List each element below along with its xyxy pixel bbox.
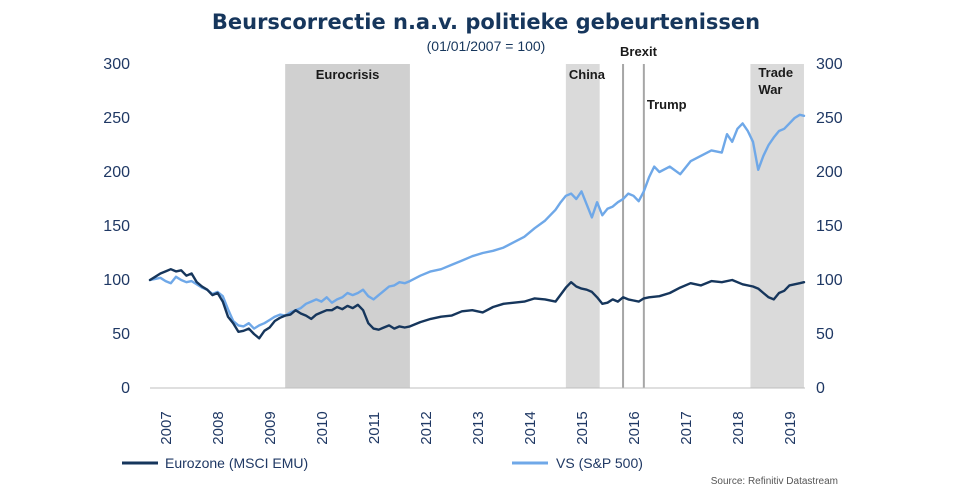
y-tick-left: 300: [103, 56, 130, 73]
series-line-eurozone: [148, 268, 806, 340]
chart-title: Beurscorrectie n.a.v. politieke gebeurte…: [212, 10, 760, 34]
legend-label-eurozone: Eurozone (MSCI EMU): [165, 455, 308, 471]
x-tick: 2013: [470, 411, 487, 444]
shaded-period: [750, 64, 804, 388]
x-tick: 2010: [314, 411, 331, 444]
y-tick-right: 200: [816, 164, 843, 181]
y-tick-left: 50: [112, 326, 130, 343]
shaded-period-label: Eurocrisis: [316, 67, 380, 82]
x-tick: 2009: [262, 411, 279, 444]
y-tick-right: 0: [816, 380, 825, 397]
y-tick-left: 0: [121, 380, 130, 397]
shaded-period: [565, 64, 600, 388]
y-tick-right: 50: [816, 326, 834, 343]
event-label: Brexit: [620, 44, 658, 59]
x-axis-ticks: 2007 2008 2009 2010 2011 2012 2013 2014 2015 2016…: [158, 411, 799, 444]
legend-label-vs: VS (S&P 500): [556, 455, 643, 471]
y-tick-right: 300: [816, 56, 843, 73]
x-tick: 2017: [678, 411, 695, 444]
x-tick: 2014: [522, 411, 539, 444]
x-tick: 2012: [418, 411, 435, 444]
right-axis-ticks: 300 250 200 150 100 50 0: [816, 56, 843, 397]
shaded-period-label: China: [569, 67, 606, 82]
y-tick-right: 150: [816, 218, 843, 235]
y-tick-left: 150: [103, 218, 130, 235]
y-tick-right: 100: [816, 272, 843, 289]
shaded-period: [285, 64, 410, 388]
y-tick-left: 100: [103, 272, 130, 289]
shaded-period-label: Trade: [758, 65, 793, 80]
shaded-periods: Eurocrisis China Trade War: [285, 64, 804, 388]
y-tick-left: 200: [103, 164, 130, 181]
left-axis-ticks: 300 250 200 150 100 50 0: [103, 56, 130, 397]
x-tick: 2018: [730, 411, 747, 444]
shaded-period-label: War: [758, 82, 782, 97]
series-line-vs: [148, 113, 806, 330]
x-tick: 2019: [782, 411, 799, 444]
series-lines: [148, 113, 806, 340]
x-tick: 2011: [366, 412, 383, 444]
x-tick: 2007: [158, 411, 175, 444]
chart-subtitle: (01/01/2007 = 100): [427, 38, 546, 54]
source-note: Source: Refinitiv Datastream: [711, 476, 838, 487]
x-tick: 2015: [574, 411, 591, 444]
event-lines: Brexit Trump: [620, 44, 687, 388]
y-tick-left: 250: [103, 110, 130, 127]
x-tick: 2016: [626, 411, 643, 444]
y-tick-right: 250: [816, 110, 843, 127]
x-tick: 2008: [210, 411, 227, 444]
legend: Eurozone (MSCI EMU) VS (S&P 500): [122, 455, 643, 471]
event-label: Trump: [647, 97, 687, 112]
